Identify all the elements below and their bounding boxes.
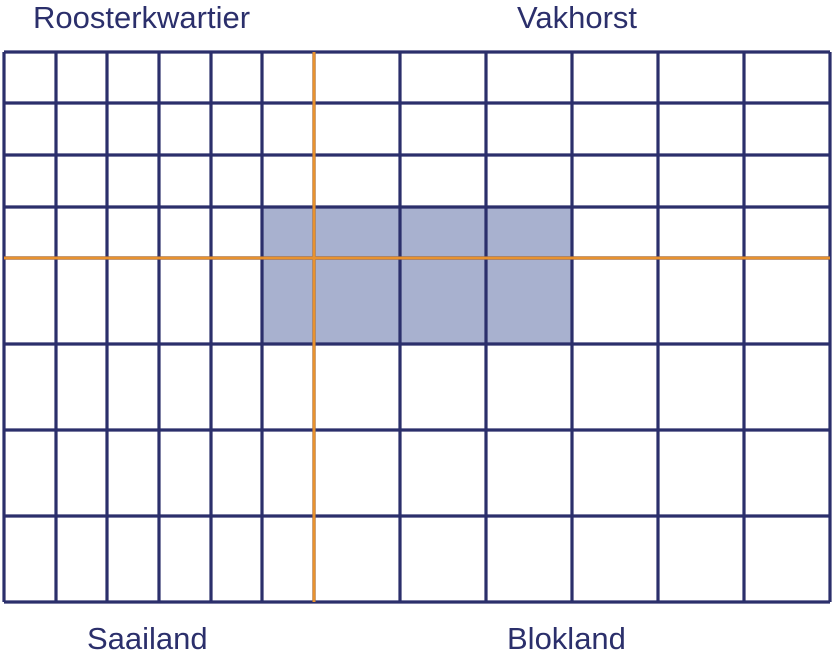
region-label-top-right: Vakhorst xyxy=(517,0,638,35)
region-label-bottom-left: Saailand xyxy=(87,621,208,656)
highlight-region xyxy=(262,207,572,344)
region-label-top-left: Roosterkwartier xyxy=(33,0,251,35)
region-label-bottom-right: Blokland xyxy=(507,621,626,656)
